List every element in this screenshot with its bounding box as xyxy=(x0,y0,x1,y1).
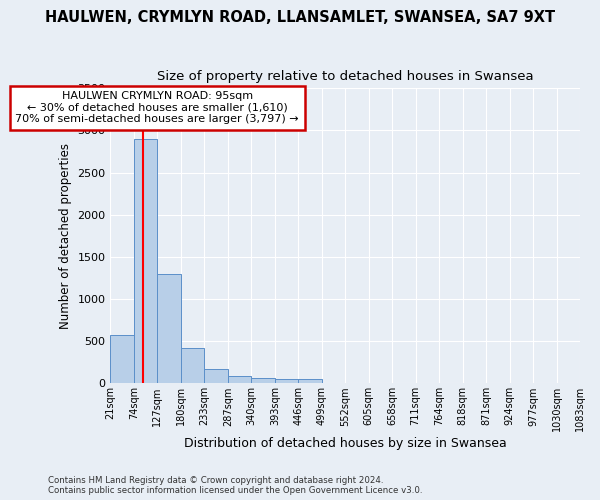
Bar xyxy=(251,378,275,384)
Text: HAULWEN, CRYMLYN ROAD, LLANSAMLET, SWANSEA, SA7 9XT: HAULWEN, CRYMLYN ROAD, LLANSAMLET, SWANS… xyxy=(45,10,555,25)
Bar xyxy=(204,369,228,384)
Y-axis label: Number of detached properties: Number of detached properties xyxy=(59,143,72,329)
X-axis label: Distribution of detached houses by size in Swansea: Distribution of detached houses by size … xyxy=(184,437,506,450)
Bar xyxy=(298,379,322,384)
Bar xyxy=(134,139,157,384)
Text: HAULWEN CRYMLYN ROAD: 95sqm
← 30% of detached houses are smaller (1,610)
70% of : HAULWEN CRYMLYN ROAD: 95sqm ← 30% of det… xyxy=(16,91,299,124)
Bar xyxy=(157,274,181,384)
Title: Size of property relative to detached houses in Swansea: Size of property relative to detached ho… xyxy=(157,70,533,83)
Bar xyxy=(275,379,298,384)
Bar xyxy=(110,336,134,384)
Bar xyxy=(181,348,204,384)
Text: Contains HM Land Registry data © Crown copyright and database right 2024.
Contai: Contains HM Land Registry data © Crown c… xyxy=(48,476,422,495)
Bar xyxy=(228,376,251,384)
